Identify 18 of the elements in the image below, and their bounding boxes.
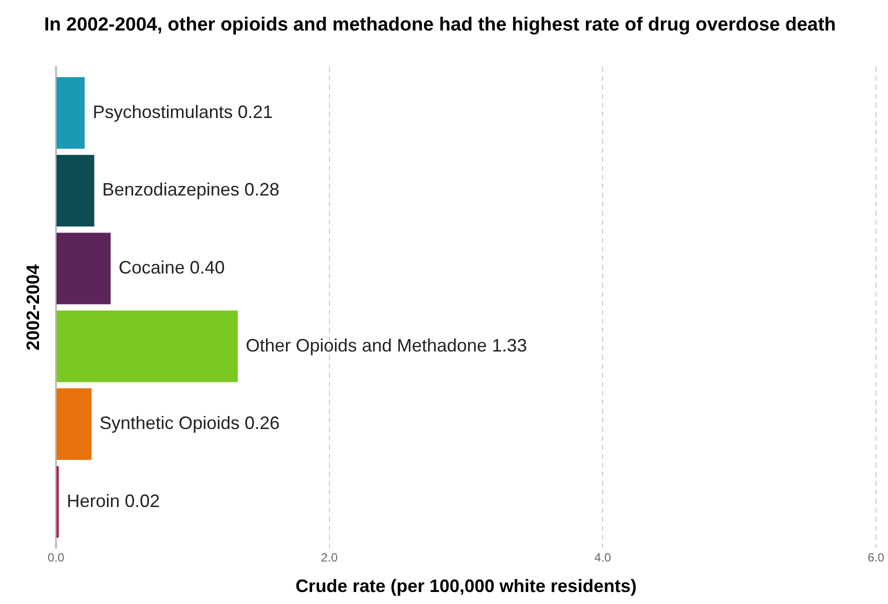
text: Other Opioids and Methadone 1.33 xyxy=(246,335,527,356)
y-tick-label: 2002-2004 xyxy=(22,264,43,350)
bar xyxy=(56,310,238,382)
bar xyxy=(56,232,111,304)
x-tick-label: 4.0 xyxy=(594,550,612,565)
bar xyxy=(56,154,94,226)
x-tick-label: 0.0 xyxy=(48,550,65,565)
bar xyxy=(56,388,92,460)
x-tick-label: 6.0 xyxy=(868,550,885,565)
text: Benzodiazepines 0.28 xyxy=(102,180,280,200)
text: Synthetic Opioids 0.26 xyxy=(100,413,280,434)
x-tick-label: 2.0 xyxy=(320,550,338,565)
chart-title: In 2002-2004, other opioids and methadone had the highest rate of drug overdose death xyxy=(44,14,836,36)
text: Psychostimulants 0.21 xyxy=(92,102,273,122)
bar xyxy=(56,77,85,149)
x-axis-title: Crude rate (per 100,000 white residents) xyxy=(295,576,637,596)
text: Heroin 0.02 xyxy=(66,490,160,511)
text: Cocaine 0.40 xyxy=(118,257,225,278)
